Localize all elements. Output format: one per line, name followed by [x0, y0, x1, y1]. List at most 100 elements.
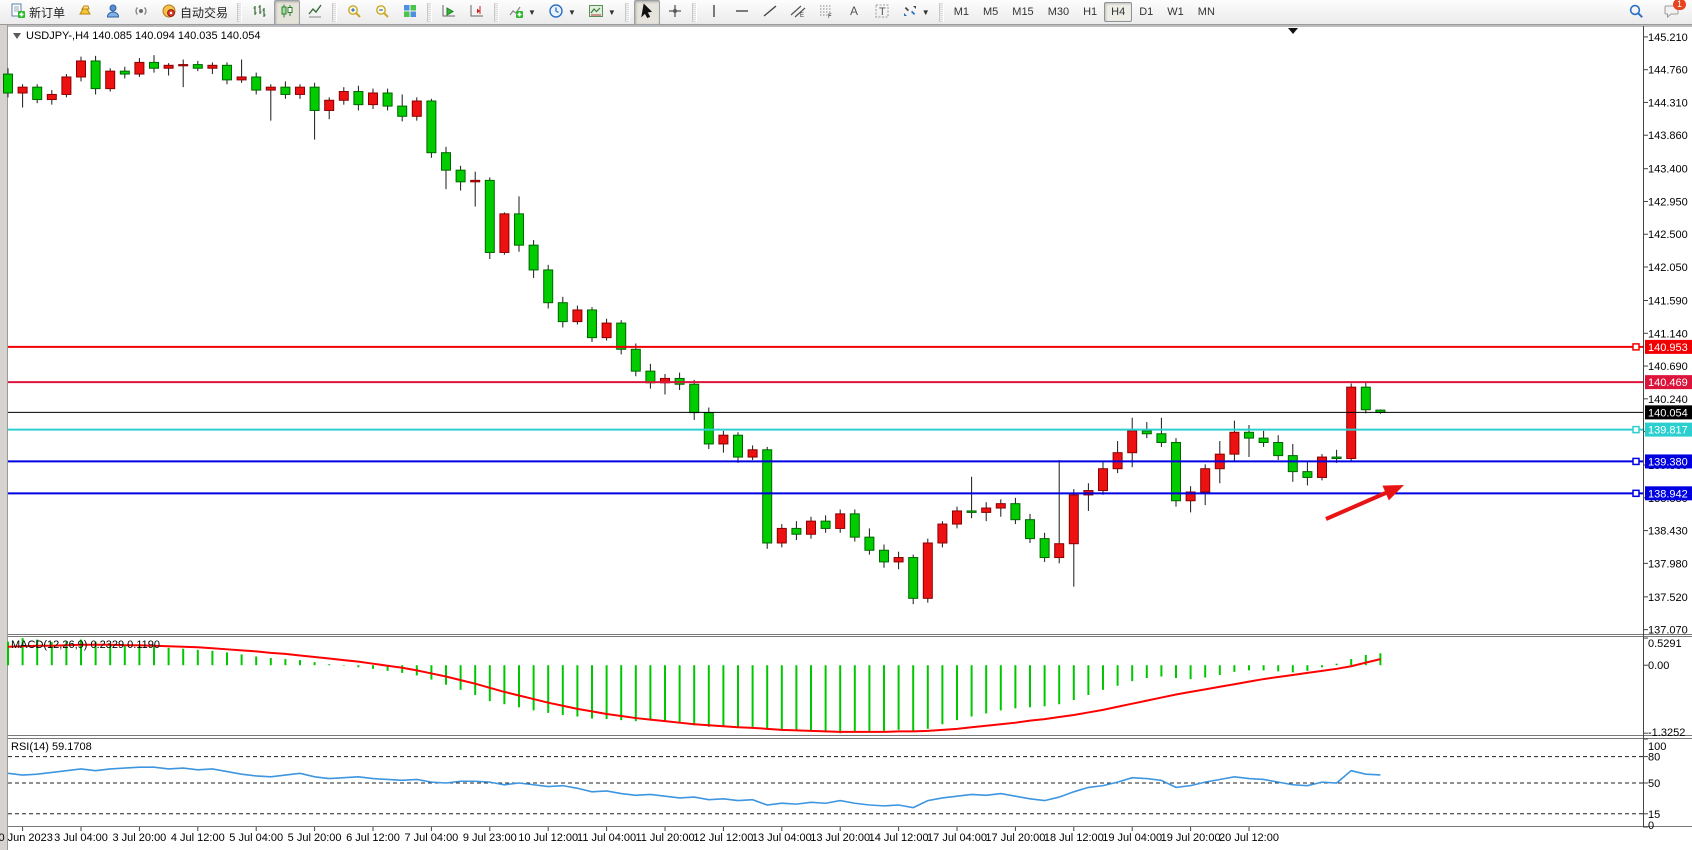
- templates-icon: [588, 3, 604, 22]
- tf-w1-button[interactable]: W1: [1167, 6, 1184, 18]
- zoom-in-icon: [346, 3, 362, 22]
- line-chart-button[interactable]: [302, 0, 328, 25]
- candle: [849, 513, 860, 538]
- tf-h4-button[interactable]: H4: [1104, 2, 1133, 22]
- candle: [1039, 538, 1050, 559]
- bar-chart-button[interactable]: [246, 0, 272, 25]
- candle: [689, 383, 700, 414]
- line-handle[interactable]: [1632, 343, 1640, 351]
- line-handle[interactable]: [1632, 425, 1640, 434]
- candle: [1346, 386, 1357, 460]
- svg-text:4 Jul 12:00: 4 Jul 12:00: [171, 832, 225, 844]
- macd-signal-line: [7, 643, 1381, 733]
- chevron-down-icon: ▼: [607, 7, 616, 17]
- rsi-line: [7, 766, 1381, 809]
- candle: [1068, 494, 1079, 545]
- price-label: 139.380: [1648, 456, 1688, 468]
- candle: [484, 179, 495, 253]
- candle-series: [3, 55, 1386, 605]
- zoom-in-button[interactable]: [341, 0, 367, 25]
- candle: [937, 523, 948, 544]
- channel-button[interactable]: E: [785, 0, 811, 25]
- new-order-button[interactable]: 新订单: [5, 0, 70, 25]
- candle: [149, 61, 159, 69]
- autotrading-icon: [161, 3, 177, 22]
- candle: [1360, 386, 1371, 411]
- auto-scroll-button[interactable]: [436, 0, 462, 25]
- chart-shift-marker-icon[interactable]: [1288, 28, 1298, 34]
- trendline-button[interactable]: [757, 0, 783, 25]
- arrows-button[interactable]: ▼: [897, 0, 935, 25]
- svg-text:141.590: 141.590: [1648, 296, 1688, 308]
- templates-button[interactable]: ▼: [583, 0, 621, 25]
- indicators-button[interactable]: ▼: [503, 0, 541, 25]
- zoom-out-button[interactable]: [369, 0, 395, 25]
- candle: [426, 100, 437, 154]
- candle: [1317, 456, 1327, 478]
- svg-text:144.310: 144.310: [1648, 97, 1688, 109]
- tf-h1-button[interactable]: H1: [1083, 6, 1098, 18]
- svg-text:T: T: [879, 6, 886, 18]
- svg-text:137.520: 137.520: [1648, 592, 1688, 604]
- svg-text:F: F: [828, 14, 832, 19]
- candle: [630, 348, 641, 372]
- candle: [572, 309, 583, 323]
- autotrading-button[interactable]: 自动交易: [156, 0, 233, 25]
- tf-m5-button[interactable]: M5: [983, 6, 999, 18]
- candle: [17, 86, 28, 94]
- tf-m15-button[interactable]: M15: [1012, 6, 1034, 18]
- signals-button[interactable]: [128, 0, 154, 25]
- periods-button[interactable]: ▼: [543, 0, 581, 25]
- text-button[interactable]: A: [841, 0, 867, 25]
- bar-chart-icon: [251, 3, 267, 22]
- label-button[interactable]: T: [869, 0, 895, 25]
- candle: [1258, 437, 1269, 443]
- market-watch-button[interactable]: [72, 0, 98, 25]
- tf-d1-button[interactable]: D1: [1139, 6, 1154, 18]
- candle: [499, 213, 510, 253]
- price-label: 139.817: [1648, 425, 1688, 437]
- horizontal-line-button[interactable]: [729, 0, 755, 25]
- profile-button[interactable]: [100, 0, 126, 25]
- candlestick-button[interactable]: [274, 0, 301, 25]
- candle: [265, 86, 276, 91]
- tf-mn-button[interactable]: MN: [1197, 6, 1215, 18]
- toolbar-separator: [237, 2, 243, 22]
- channel-icon: E: [790, 3, 806, 22]
- profile-icon: [105, 3, 121, 22]
- candle: [966, 510, 977, 513]
- candle: [76, 60, 86, 78]
- candle: [3, 73, 13, 94]
- tf-m1-button[interactable]: M1: [953, 6, 969, 18]
- fibonacci-icon: F: [818, 3, 834, 22]
- search-button[interactable]: [1623, 0, 1649, 25]
- toolbar-separator: [938, 2, 944, 22]
- candle: [835, 513, 846, 529]
- line-handle[interactable]: [1632, 489, 1640, 498]
- vertical-line-button[interactable]: [701, 0, 727, 25]
- line-handle[interactable]: [1632, 457, 1640, 466]
- tile-windows-button[interactable]: [397, 0, 423, 25]
- horizontal-lines: 140.953 140.469 140.054 139.817 139.380 138.9…: [8, 339, 1692, 501]
- candle: [368, 92, 378, 106]
- price-label-box: [1645, 486, 1692, 501]
- fibonacci-button[interactable]: F: [813, 0, 839, 25]
- window-left-frame: [0, 25, 7, 850]
- candle: [601, 322, 612, 339]
- buy-signal-arrow[interactable]: [1325, 485, 1404, 521]
- candle: [733, 434, 743, 458]
- svg-text:144.760: 144.760: [1648, 65, 1688, 77]
- chat-button[interactable]: 1: [1659, 0, 1686, 25]
- candle: [222, 64, 232, 81]
- crosshair-button[interactable]: [662, 0, 688, 25]
- cursor-button[interactable]: [633, 0, 660, 25]
- candle: [163, 64, 174, 69]
- svg-text:19 Jul 20:00: 19 Jul 20:00: [1161, 832, 1221, 844]
- chart-shift-button[interactable]: [464, 0, 490, 25]
- candle: [587, 309, 597, 339]
- market-watch-icon: [77, 3, 93, 22]
- label-icon: T: [874, 3, 890, 22]
- price-label: 140.054: [1648, 407, 1688, 419]
- tf-m30-button[interactable]: M30: [1047, 6, 1070, 18]
- candle: [645, 370, 656, 384]
